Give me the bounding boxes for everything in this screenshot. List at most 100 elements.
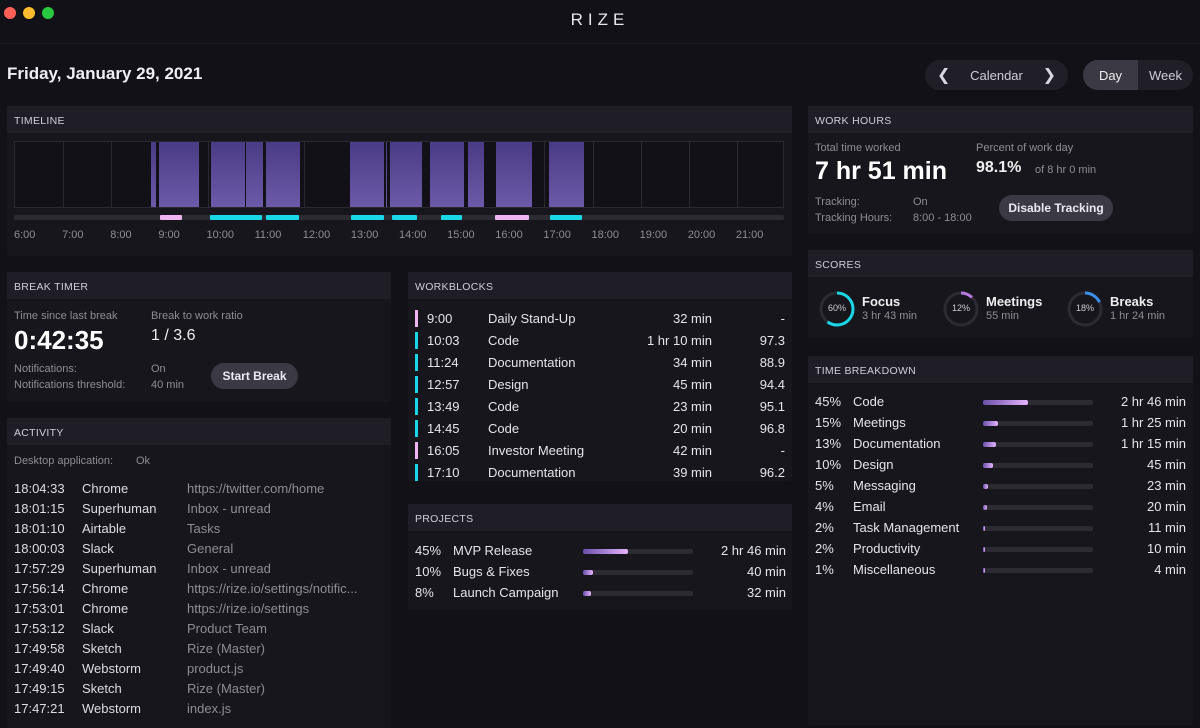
workblock-row[interactable]: 14:45 Code 20 min 96.8 — [408, 419, 792, 441]
title-bar: RIZE — [0, 0, 1200, 44]
score-meetings[interactable]: 12% Meetings 55 min — [942, 290, 1062, 328]
desktop-label: Desktop application: — [14, 455, 114, 467]
row-percent: 8% — [415, 585, 434, 600]
workblock-marker[interactable] — [549, 215, 582, 220]
panel-header: PROJECTS — [408, 504, 792, 531]
time-breakdown-panel: TIME BREAKDOWN 45% Code 2 hr 46 min 15% Meet… — [808, 356, 1193, 725]
grid-line — [63, 142, 65, 207]
row-time: 2 hr 46 min — [720, 543, 786, 558]
workblock-name: Documentation — [488, 355, 576, 370]
activity-block[interactable] — [210, 142, 246, 207]
workblock-marker[interactable] — [159, 215, 183, 220]
activity-detail: index.js — [187, 701, 232, 716]
row-time: 32 min — [746, 585, 786, 600]
activity-detail: Inbox - unread — [187, 501, 271, 516]
activity-app: Superhuman — [82, 501, 157, 516]
workblock-marker[interactable] — [391, 215, 417, 220]
notifications-value: On — [151, 363, 166, 375]
activity-row[interactable]: 18:01:15 Superhuman Inbox - unread — [7, 501, 391, 521]
activity-detail: https://rize.io/settings — [187, 601, 310, 616]
workblock-marker[interactable] — [495, 215, 529, 220]
workblock-row[interactable]: 12:57 Design 45 min 94.4 — [408, 375, 792, 397]
breakdown-row[interactable]: 1% Miscellaneous 4 min — [808, 562, 1193, 583]
activity-row[interactable]: 17:57:29 Superhuman Inbox - unread — [7, 561, 391, 581]
progress-fill — [583, 549, 628, 554]
activity-time: 18:04:33 — [14, 481, 65, 496]
activity-block[interactable] — [496, 142, 533, 207]
tab-week[interactable]: Week — [1149, 67, 1182, 83]
tracking-value: On — [913, 196, 928, 208]
activity-block[interactable] — [385, 142, 388, 207]
activity-row[interactable]: 17:49:40 Webstorm product.js — [7, 661, 391, 681]
row-time: 1 hr 15 min — [1120, 436, 1186, 451]
start-break-button[interactable]: Start Break — [211, 363, 298, 389]
hour-label: 13:00 — [350, 229, 379, 241]
activity-row[interactable]: 17:56:14 Chrome https://rize.io/settings/n… — [7, 581, 391, 601]
score-focus[interactable]: 60% Focus 3 hr 43 min — [818, 290, 938, 328]
tab-day[interactable]: Day — [1083, 60, 1138, 90]
workblock-name: Code — [488, 333, 520, 348]
workblock-row[interactable]: 13:49 Code 23 min 95.1 — [408, 397, 792, 419]
activity-block[interactable] — [266, 142, 300, 207]
progress-fill — [983, 484, 988, 489]
close-window-button[interactable] — [4, 7, 16, 19]
activity-block[interactable] — [350, 142, 384, 207]
workblock-marker[interactable] — [350, 215, 384, 220]
workblock-duration: 20 min — [672, 421, 712, 436]
workblock-row[interactable]: 11:24 Documentation 34 min 88.9 — [408, 353, 792, 375]
breakdown-row[interactable]: 15% Meetings 1 hr 25 min — [808, 415, 1193, 436]
progress-track — [583, 549, 693, 554]
score-breaks[interactable]: 18% Breaks 1 hr 24 min — [1066, 290, 1186, 328]
activity-row[interactable]: 17:47:21 Webstorm index.js — [7, 701, 391, 721]
breakdown-row[interactable]: 2% Productivity 10 min — [808, 541, 1193, 562]
workblock-row[interactable]: 17:10 Documentation 39 min 96.2 — [408, 463, 792, 485]
activity-block[interactable] — [468, 142, 485, 207]
workblock-duration: 42 min — [672, 443, 712, 458]
breakdown-row[interactable]: 4% Email 20 min — [808, 499, 1193, 520]
breakdown-row[interactable]: 45% Code 2 hr 46 min — [808, 394, 1193, 415]
desktop-value: Ok — [136, 455, 151, 467]
project-row[interactable]: 10% Bugs & Fixes 40 min — [408, 564, 793, 585]
workblock-marker[interactable] — [265, 215, 299, 220]
calendar-button[interactable]: Calendar — [970, 67, 1023, 83]
workblock-marker[interactable] — [440, 215, 463, 220]
since-value: 0:42:35 — [14, 325, 104, 355]
breakdown-row[interactable]: 5% Messaging 23 min — [808, 478, 1193, 499]
activity-detail: https://twitter.com/home — [187, 481, 325, 496]
project-row[interactable]: 45% MVP Release 2 hr 46 min — [408, 543, 793, 564]
workblock-time: 16:05 — [427, 443, 460, 458]
activity-block[interactable] — [151, 142, 157, 207]
breakdown-row[interactable]: 2% Task Management 11 min — [808, 520, 1193, 541]
hour-label: 7:00 — [62, 229, 84, 241]
breakdown-row[interactable]: 13% Documentation 1 hr 15 min — [808, 436, 1193, 457]
workblock-row[interactable]: 16:05 Investor Meeting 42 min - — [408, 441, 792, 463]
activity-block[interactable] — [430, 142, 465, 207]
activity-block[interactable] — [549, 142, 584, 207]
activity-block[interactable] — [158, 142, 200, 207]
activity-time: 17:57:29 — [14, 561, 65, 576]
activity-row[interactable]: 17:49:15 Sketch Rize (Master) — [7, 681, 391, 701]
activity-block[interactable] — [390, 142, 422, 207]
activity-row[interactable]: 17:53:12 Slack Product Team — [7, 621, 391, 641]
activity-row[interactable]: 18:00:03 Slack General — [7, 541, 391, 561]
chevron-left-icon[interactable]: ❮ — [937, 67, 951, 84]
project-row[interactable]: 8% Launch Campaign 32 min — [408, 585, 793, 606]
workblock-duration: 23 min — [672, 399, 712, 414]
workblock-row[interactable]: 9:00 Daily Stand-Up 32 min - — [408, 309, 792, 331]
breakdown-row[interactable]: 10% Design 45 min — [808, 457, 1193, 478]
hour-label: 10:00 — [206, 229, 235, 241]
maximize-window-button[interactable] — [42, 7, 54, 19]
progress-fill — [983, 526, 985, 531]
chevron-right-icon[interactable]: ❯ — [1042, 67, 1056, 84]
activity-time: 17:56:14 — [14, 581, 65, 596]
activity-block[interactable] — [246, 142, 263, 207]
activity-row[interactable]: 17:49:58 Sketch Rize (Master) — [7, 641, 391, 661]
workblock-row[interactable]: 10:03 Code 1 hr 10 min 97.3 — [408, 331, 792, 353]
activity-row[interactable]: 18:04:33 Chrome https://twitter.com/home — [7, 481, 391, 501]
minimize-window-button[interactable] — [23, 7, 35, 19]
disable-tracking-button[interactable]: Disable Tracking — [999, 195, 1113, 221]
workblock-name: Daily Stand-Up — [488, 311, 576, 326]
workblock-marker[interactable] — [209, 215, 262, 220]
activity-row[interactable]: 18:01:10 Airtable Tasks — [7, 521, 391, 541]
activity-row[interactable]: 17:53:01 Chrome https://rize.io/settings — [7, 601, 391, 621]
